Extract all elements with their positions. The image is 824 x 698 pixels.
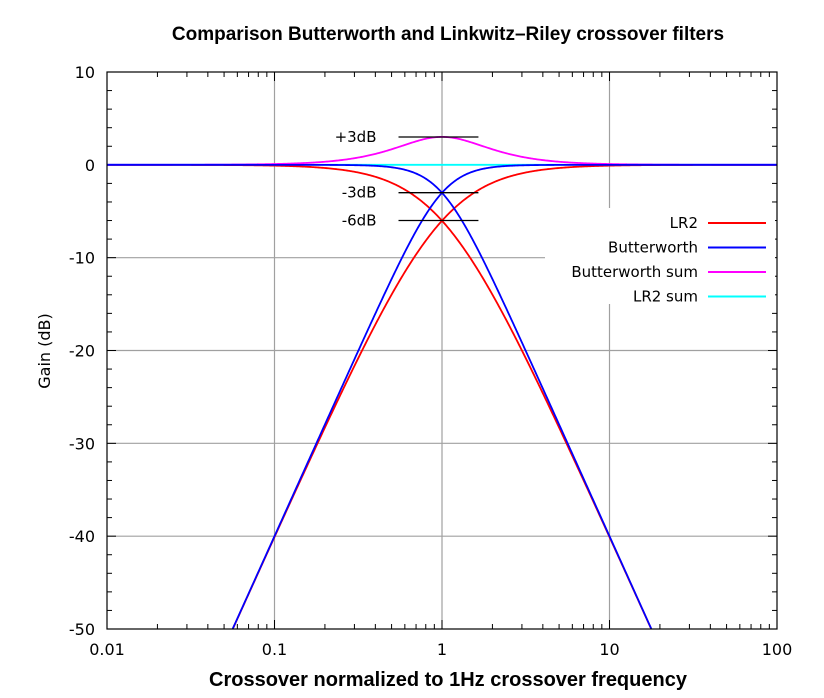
legend-label: Butterworth bbox=[608, 239, 698, 257]
y-tick-label: -10 bbox=[69, 249, 95, 268]
x-tick-label: 100 bbox=[762, 640, 793, 659]
legend-label: LR2 sum bbox=[633, 288, 698, 306]
x-tick-label: 0.01 bbox=[89, 640, 125, 659]
y-tick-label: -40 bbox=[69, 527, 95, 546]
y-tick-label: 10 bbox=[75, 63, 95, 82]
x-tick-label: 10 bbox=[599, 640, 619, 659]
grid-layer bbox=[107, 72, 777, 629]
y-tick-label: -20 bbox=[69, 342, 95, 361]
tick-label-layer: 100-10-20-30-40-500.01 0.1 1 10 100 bbox=[69, 63, 792, 659]
legend-label: LR2 bbox=[670, 214, 698, 232]
y-tick-label: 0 bbox=[85, 156, 95, 175]
x-axis-label: Crossover normalized to 1Hz crossover fr… bbox=[209, 669, 688, 691]
annotation-label: +3dB bbox=[335, 128, 377, 146]
x-tick-label: 1 bbox=[437, 640, 447, 659]
annotation-label: -3dB bbox=[342, 184, 377, 202]
x-tick-label: 0.1 bbox=[262, 640, 287, 659]
legend: LR2 Butterworth Butterworth sum LR2 sum bbox=[545, 208, 775, 306]
y-tick-label: -30 bbox=[69, 434, 95, 453]
annotation-label: -6dB bbox=[342, 212, 377, 230]
chart-title: Comparison Butterworth and Linkwitz–Rile… bbox=[172, 24, 724, 45]
plot-frame bbox=[106, 71, 778, 630]
legend-label: Butterworth sum bbox=[571, 263, 698, 281]
y-tick-label: -50 bbox=[69, 620, 95, 639]
y-axis-label: Gain (dB) bbox=[35, 313, 54, 389]
annotation-layer: +3dB -3dB -6dB bbox=[335, 128, 479, 230]
